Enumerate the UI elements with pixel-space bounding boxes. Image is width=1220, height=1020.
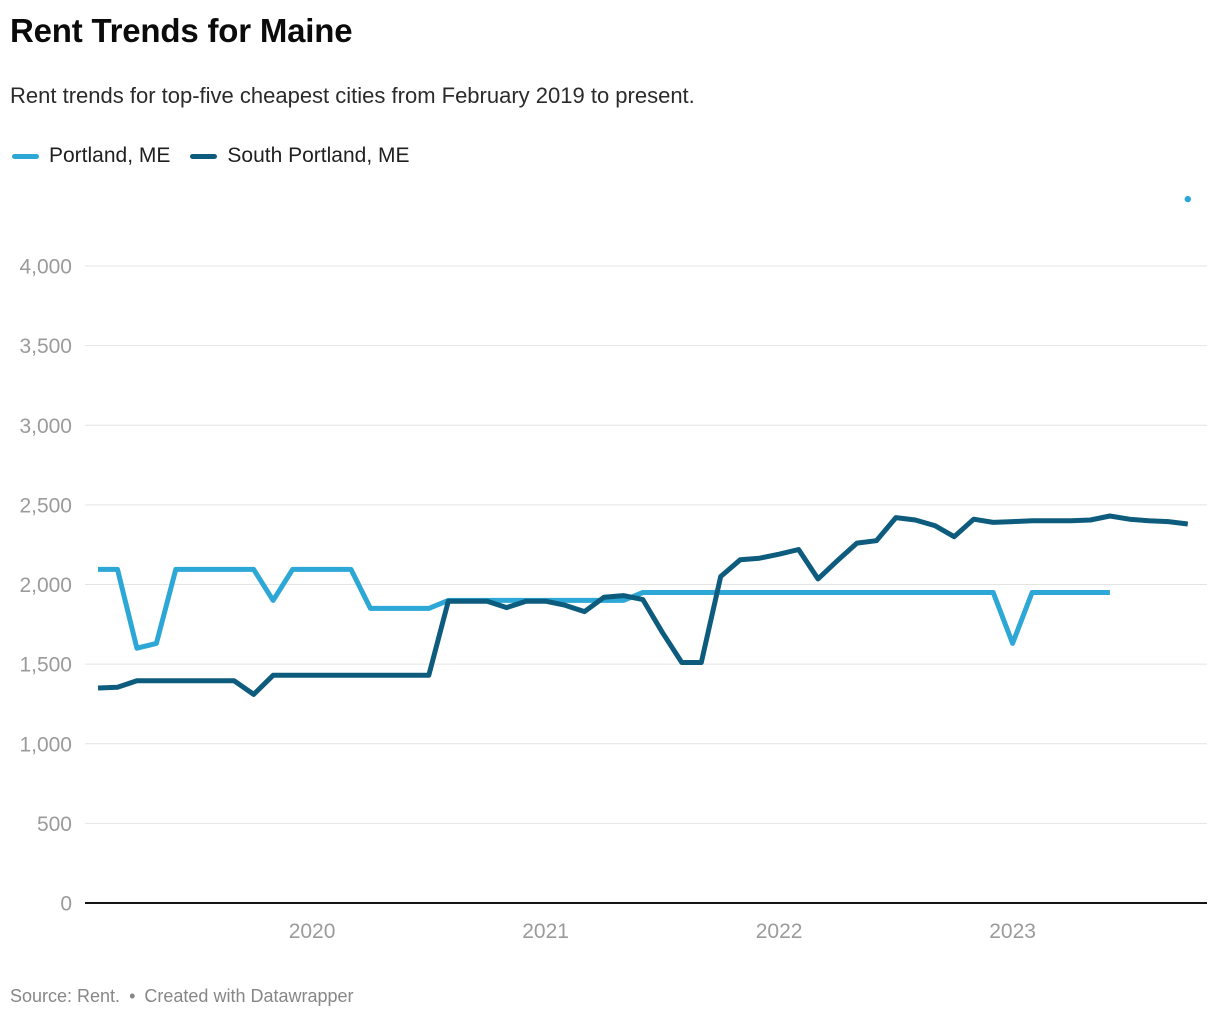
legend-item-portland: Portland, ME (12, 144, 170, 168)
footer-separator: • (129, 986, 136, 1006)
legend-label-portland: Portland, ME (49, 144, 171, 167)
data-point-portland-me[interactable] (1184, 195, 1192, 203)
y-tick-label: 2,500 (19, 494, 72, 517)
y-tick-label: 3,500 (19, 335, 72, 358)
x-tick-label: 2020 (289, 920, 336, 943)
x-tick-label: 2021 (522, 920, 569, 943)
legend-label-south-portland: South Portland, ME (227, 144, 410, 167)
y-tick-label: 500 (37, 813, 72, 836)
x-tick-label: 2023 (989, 920, 1036, 943)
y-tick-label: 4,000 (19, 256, 72, 279)
x-tick-label: 2022 (756, 920, 803, 943)
line-portland-me[interactable] (98, 566, 1110, 651)
legend-swatch-portland (12, 153, 39, 159)
legend-swatch-south-portland (190, 153, 218, 159)
legend: Portland, ME South Portland, ME (12, 144, 410, 168)
chart-footer: Source: Rent. • Created with Datawrapper (10, 986, 358, 1007)
y-tick-label: 2,000 (19, 574, 72, 597)
y-tick-label: 1,000 (19, 733, 72, 756)
legend-item-south-portland: South Portland, ME (190, 144, 410, 168)
datawrapper-attribution-link[interactable]: Created with Datawrapper (144, 986, 354, 1006)
chart-subtitle: Rent trends for top-five cheapest cities… (10, 83, 695, 108)
y-tick-label: 1,500 (19, 654, 72, 677)
y-tick-label: 0 (60, 893, 72, 916)
page-title: Rent Trends for Maine (10, 12, 353, 49)
y-tick-label: 3,000 (19, 415, 72, 438)
line-south-portland-me[interactable] (97, 513, 1189, 697)
source-text: Source: Rent. (10, 986, 121, 1006)
